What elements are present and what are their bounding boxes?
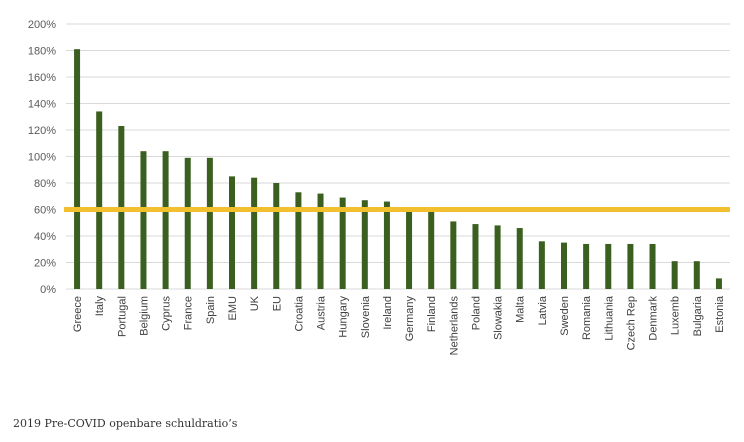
- bar: [273, 183, 280, 289]
- y-tick-label: 20%: [34, 258, 56, 270]
- bar: [140, 151, 147, 289]
- bar: [184, 157, 191, 289]
- y-tick-label: 40%: [34, 231, 56, 243]
- x-tick-label: Slovenia: [360, 295, 372, 338]
- x-tick-label: EU: [271, 296, 283, 311]
- y-tick-label: 120%: [28, 125, 56, 137]
- x-tick-label: Netherlands: [448, 296, 460, 356]
- x-tick-label: Croatia: [293, 295, 305, 331]
- bar: [627, 243, 634, 289]
- bar: [693, 261, 700, 289]
- y-tick-label: 80%: [34, 178, 56, 190]
- x-tick-label: Sweden: [559, 296, 571, 336]
- x-tick-label: Cyprus: [161, 296, 173, 331]
- bar: [472, 224, 479, 289]
- bar: [406, 208, 413, 289]
- y-axis: 0% 20% 40% 60% 80% 100% 120% 140% 160% 180% 200%: [28, 19, 56, 296]
- x-tick-label: Slowakia: [493, 295, 505, 340]
- y-tick-label: 140%: [28, 99, 56, 111]
- bar: [605, 243, 612, 289]
- bar: [561, 242, 567, 289]
- x-axis: Greece Italy Portugal Belgium Cyprus France Sp…: [72, 295, 726, 355]
- bar: [74, 49, 81, 289]
- bar: [428, 210, 435, 289]
- bar: [715, 278, 722, 289]
- bar: [162, 151, 169, 289]
- x-tick-label: Lithuania: [603, 295, 615, 341]
- x-tick-label: Greece: [72, 296, 84, 332]
- bar: [339, 197, 346, 289]
- bar: [516, 228, 523, 289]
- x-tick-label: Luxemb: [670, 296, 682, 335]
- x-tick-label: Poland: [470, 296, 482, 330]
- y-tick-label: 0%: [40, 284, 56, 296]
- bar: [96, 111, 103, 289]
- bar: [450, 221, 457, 289]
- y-tick-label: 100%: [28, 152, 56, 164]
- x-tick-label: Czech Rep: [625, 296, 637, 350]
- bar: [383, 201, 390, 289]
- x-tick-label: Latvia: [537, 295, 549, 325]
- y-tick-label: 60%: [34, 205, 56, 217]
- y-tick-label: 180%: [28, 46, 56, 58]
- bar: [583, 243, 590, 289]
- gridlines: [66, 23, 730, 290]
- x-tick-label: EMU: [227, 296, 239, 321]
- bar: [649, 243, 656, 289]
- bar: [538, 241, 545, 289]
- x-tick-label: Portugal: [116, 296, 128, 337]
- bar: [206, 157, 213, 289]
- bar: [317, 193, 324, 289]
- x-tick-label: Estonia: [714, 295, 726, 333]
- x-tick-label: Malta: [515, 295, 527, 323]
- x-tick-label: Germany: [404, 296, 416, 342]
- x-tick-label: Hungary: [338, 296, 350, 338]
- y-tick-label: 160%: [28, 72, 56, 84]
- bar-chart: 0% 20% 40% 60% 80% 100% 120% 140% 160% 180% 200% G…: [28, 19, 730, 355]
- bar: [361, 200, 368, 289]
- x-tick-label: Belgium: [138, 296, 150, 336]
- x-tick-label: France: [183, 296, 195, 330]
- x-tick-label: Romania: [581, 295, 593, 340]
- x-tick-label: Spain: [205, 296, 217, 324]
- bar: [295, 192, 302, 289]
- y-tick-label: 200%: [28, 19, 56, 31]
- bars: [74, 49, 722, 290]
- x-tick-label: Bulgaria: [692, 295, 704, 336]
- x-tick-label: Austria: [316, 295, 328, 330]
- x-tick-label: Italy: [94, 296, 106, 317]
- x-tick-label: Ireland: [382, 296, 394, 330]
- bar: [229, 176, 235, 289]
- x-tick-label: UK: [249, 295, 261, 311]
- x-tick-label: Finland: [426, 296, 438, 332]
- caption: 2019 Pre-COVID openbare schuldratio’s: [13, 417, 238, 430]
- bar: [671, 261, 678, 289]
- bar: [494, 225, 501, 289]
- x-tick-label: Denmark: [648, 296, 660, 341]
- bar: [251, 177, 258, 289]
